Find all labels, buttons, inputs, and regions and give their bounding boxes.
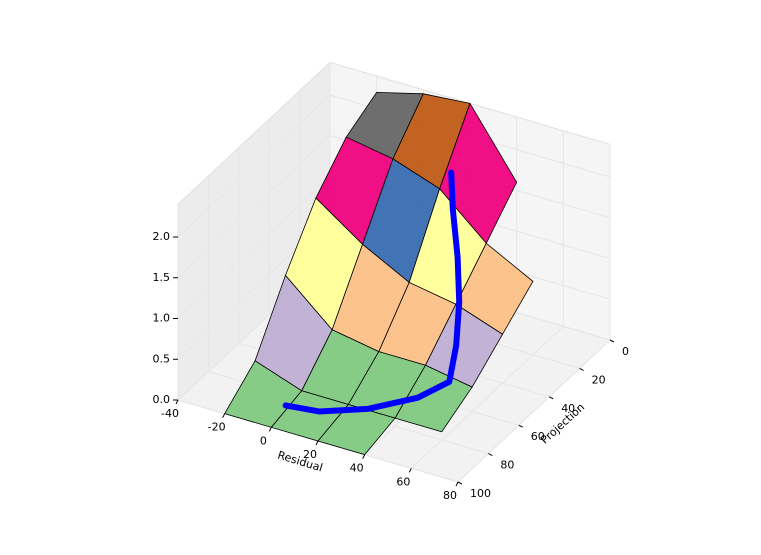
y-tick-label: 60 [531, 430, 545, 443]
tick-mark [579, 367, 584, 371]
x-tick-label: 80 [443, 489, 457, 502]
y-tick-label: 100 [470, 487, 491, 500]
grid-line [457, 339, 611, 483]
tick-mark [408, 468, 412, 473]
tick-mark [175, 399, 179, 405]
x-tick-label: 40 [350, 462, 364, 475]
x-tick-label: 0 [260, 434, 267, 447]
x-tick-label: -40 [161, 407, 179, 420]
tick-mark [362, 454, 366, 459]
tick-mark [518, 424, 524, 428]
tick-mark [222, 413, 226, 418]
grid-line [177, 135, 331, 279]
x-tick-label: -20 [208, 421, 226, 434]
z-tick-label: 1.0 [153, 312, 171, 325]
tick-mark [609, 339, 615, 343]
tick-mark [488, 453, 493, 457]
grid-line [177, 94, 331, 238]
z-tick-label: 2.0 [153, 230, 171, 243]
tick-mark [268, 427, 272, 432]
grid-line [177, 176, 331, 319]
z-tick-label: 0.0 [153, 393, 171, 406]
x-tick-label: 60 [396, 475, 410, 488]
tick-mark [548, 396, 554, 400]
y-tick-label: 0 [622, 345, 629, 358]
y-tick-label: 40 [561, 402, 575, 415]
z-tick-label: 0.5 [153, 352, 171, 365]
tick-mark [455, 481, 459, 487]
grid-line [410, 325, 564, 469]
surface [224, 91, 534, 456]
x-tick-label: 20 [303, 448, 317, 461]
x-axis-label: Residual [276, 449, 324, 475]
tick-mark [457, 481, 463, 485]
y-tick-label: 20 [592, 373, 606, 386]
y-tick-label: 80 [500, 459, 514, 472]
tick-mark [315, 440, 319, 446]
z-tick-label: 1.5 [153, 271, 171, 284]
curve [282, 169, 463, 415]
